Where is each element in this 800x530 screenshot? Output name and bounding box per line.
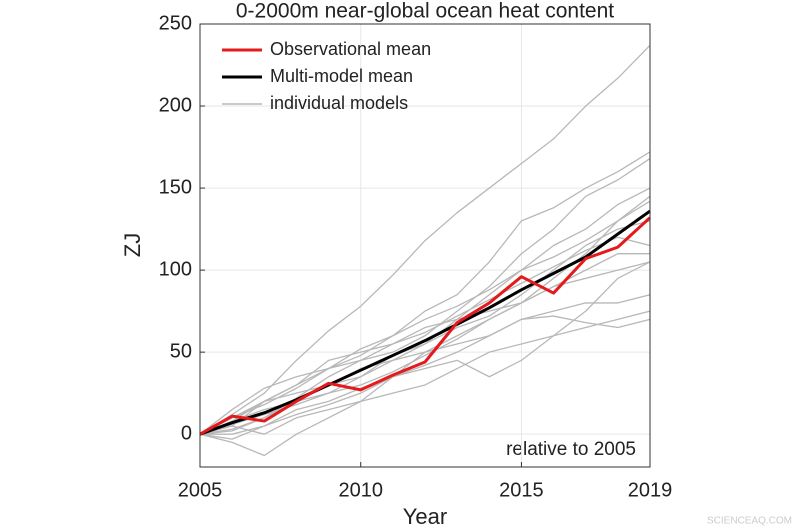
y-tick-label: 50 [170,340,192,362]
model-line [199,261,651,435]
model-line [199,44,651,435]
model-line [199,200,651,435]
x-tick-label: 2010 [338,479,383,501]
legend-label: Observational mean [270,39,431,59]
model-line [199,157,651,435]
watermark: SCIENCEAQ.COM [707,516,792,527]
model-line [199,310,651,435]
series-line [199,209,651,436]
model-line [199,315,651,440]
x-tick-label: 2015 [499,479,544,501]
y-tick-label: 100 [159,258,192,280]
model-line [199,151,651,435]
y-axis-label: ZJ [120,233,145,257]
legend-label: individual models [270,93,408,113]
model-line [199,253,650,435]
x-tick-label: 2019 [628,479,673,501]
plot-frame [199,23,651,468]
model-line [199,220,651,435]
legend-label: Multi-model mean [270,66,413,86]
y-tick-label: 0 [181,422,192,444]
chart-title: 0-2000m near-global ocean heat content [236,0,614,23]
y-tick-label: 200 [159,94,192,116]
model-line [199,236,651,435]
y-tick-label: 150 [159,176,192,198]
y-tick-label: 250 [159,12,192,34]
annotation: relative to 2005 [506,439,636,460]
model-line [200,261,651,435]
x-tick-label: 2005 [178,479,223,501]
series-line [199,216,652,436]
x-axis-label: Year [403,504,447,529]
